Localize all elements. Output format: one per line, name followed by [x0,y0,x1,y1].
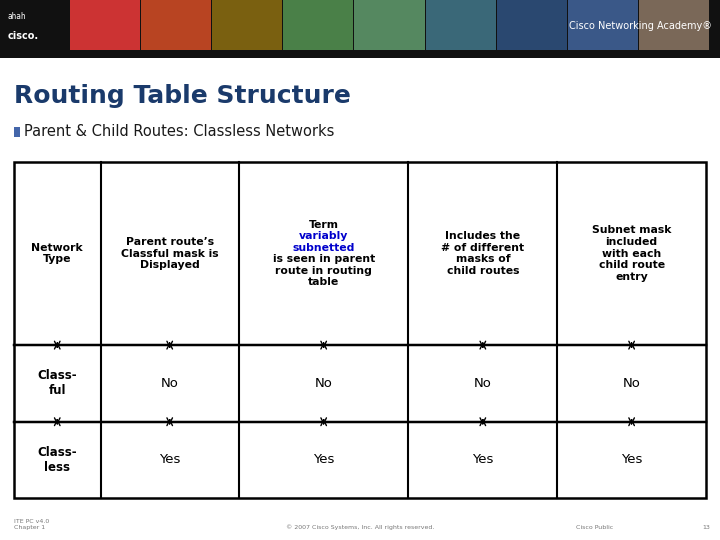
Bar [14,162,706,498]
Text: Includes the
# of different
masks of
child routes: Includes the # of different masks of chi… [441,231,524,276]
Text: Subnet mask
included
with each
child route
entry: Subnet mask included with each child rou… [592,225,671,282]
Text: Term: Term [309,220,338,230]
Text: Network
Type: Network Type [32,243,83,265]
Text: Cisco Public: Cisco Public [576,525,613,530]
Bar [354,0,425,58]
Text: Parent & Child Routes: Classless Networks: Parent & Child Routes: Classless Network… [24,125,334,139]
Text: Yes: Yes [472,454,493,467]
Text: Routing Table Structure: Routing Table Structure [14,84,351,108]
Bar [14,162,706,498]
Text: Class-
ful: Class- ful [37,369,77,397]
Text: Yes: Yes [313,454,334,467]
Text: cisco.: cisco. [8,31,39,41]
Bar [14,127,20,137]
Text: ITE PC v4.0
Chapter 1: ITE PC v4.0 Chapter 1 [14,519,49,530]
Bar [639,0,709,58]
Bar [568,0,638,58]
Text: No: No [623,377,641,390]
Text: Class-
less: Class- less [37,446,77,474]
Text: No: No [161,377,179,390]
Text: 13: 13 [702,525,710,530]
Bar [497,0,567,58]
Text: is seen in parent: is seen in parent [273,254,375,264]
Text: Yes: Yes [621,454,642,467]
Text: No: No [474,377,492,390]
Text: Cisco Networking Academy®: Cisco Networking Academy® [569,21,712,31]
Bar [212,0,282,58]
Bar [141,0,211,58]
Text: Yes: Yes [159,454,181,467]
Text: subnetted: subnetted [292,243,355,253]
Text: Parent route’s
Classful mask is
Displayed: Parent route’s Classful mask is Displaye… [121,237,218,270]
Bar [0,0,720,58]
Bar [426,0,495,58]
Bar [0,50,720,58]
Text: No: No [315,377,333,390]
Text: ahah: ahah [8,12,27,21]
Text: © 2007 Cisco Systems, Inc. All rights reserved.: © 2007 Cisco Systems, Inc. All rights re… [286,524,434,530]
Bar [284,0,354,58]
Text: table: table [308,278,339,287]
Bar [70,0,140,58]
Text: variably: variably [299,231,348,241]
Text: route in routing: route in routing [275,266,372,276]
